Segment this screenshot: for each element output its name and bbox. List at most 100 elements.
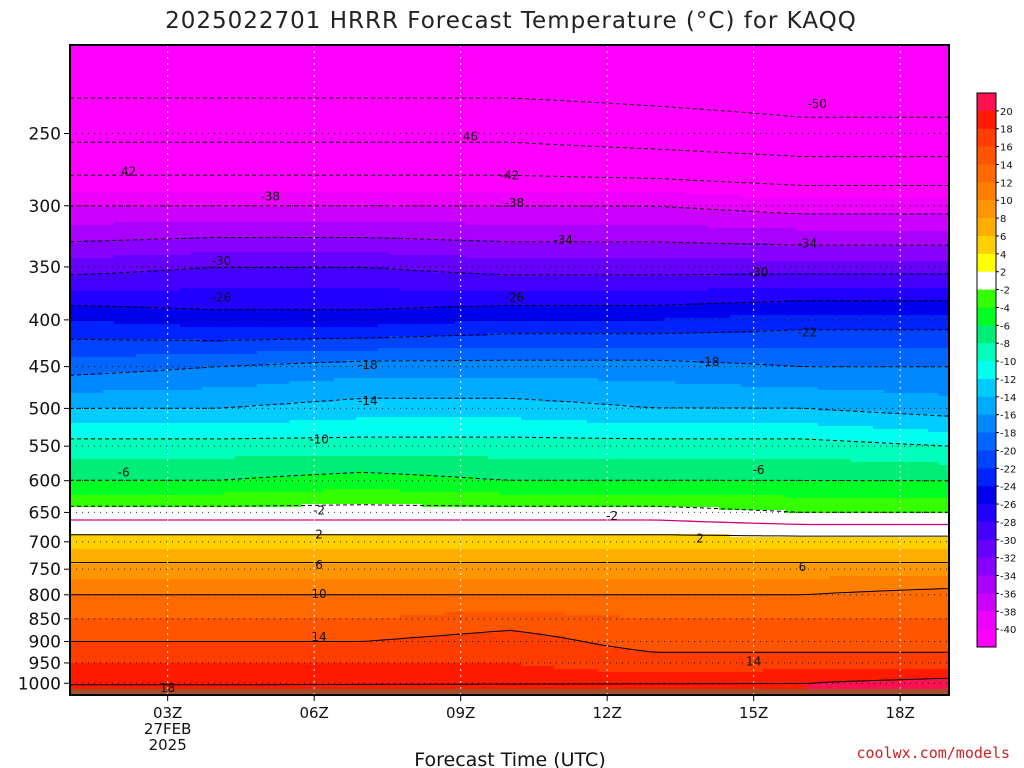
temperature-cell bbox=[664, 60, 676, 64]
temperature-cell bbox=[411, 72, 423, 76]
temperature-cell bbox=[268, 78, 280, 82]
temperature-cell bbox=[125, 81, 137, 85]
temperature-cell bbox=[598, 57, 610, 61]
temperature-cell bbox=[422, 72, 434, 76]
temperature-cell bbox=[653, 72, 665, 76]
temperature-cell bbox=[114, 84, 126, 88]
temperature-cell bbox=[686, 63, 698, 67]
temperature-cell bbox=[301, 57, 313, 61]
temperature-cell bbox=[785, 66, 797, 70]
temperature-cell bbox=[829, 48, 841, 52]
temperature-cell bbox=[521, 87, 533, 91]
temperature-cell bbox=[631, 66, 643, 70]
temperature-cell bbox=[444, 48, 456, 52]
temperature-cell bbox=[642, 45, 654, 49]
temperature-cell bbox=[576, 72, 588, 76]
temperature-cell bbox=[653, 63, 665, 67]
temperature-cell bbox=[334, 78, 346, 82]
temperature-cell bbox=[675, 60, 687, 64]
temperature-cell bbox=[257, 45, 269, 49]
temperature-cell bbox=[191, 66, 203, 70]
temperature-cell bbox=[279, 45, 291, 49]
temperature-cell bbox=[268, 51, 280, 55]
temperature-cell bbox=[554, 75, 566, 79]
temperature-cell bbox=[213, 66, 225, 70]
temperature-cell bbox=[642, 69, 654, 73]
temperature-cell bbox=[686, 45, 698, 49]
temperature-cell bbox=[92, 84, 104, 88]
temperature-cell bbox=[136, 72, 148, 76]
temperature-cell bbox=[125, 75, 137, 79]
temperature-cell bbox=[92, 75, 104, 79]
temperature-cell bbox=[829, 66, 841, 70]
temperature-cell bbox=[576, 87, 588, 91]
temperature-cell bbox=[499, 78, 511, 82]
temperature-cell bbox=[598, 69, 610, 73]
temperature-cell bbox=[873, 78, 885, 82]
temperature-cell bbox=[488, 78, 500, 82]
temperature-cell bbox=[686, 78, 698, 82]
temperature-cell bbox=[323, 69, 335, 73]
temperature-cell bbox=[268, 72, 280, 76]
temperature-cell bbox=[279, 81, 291, 85]
temperature-cell bbox=[202, 84, 214, 88]
temperature-cell bbox=[433, 54, 445, 58]
temperature-cell bbox=[103, 84, 115, 88]
temperature-cell bbox=[158, 81, 170, 85]
temperature-cell bbox=[466, 84, 478, 88]
temperature-cell bbox=[389, 63, 401, 67]
temperature-cell bbox=[323, 63, 335, 67]
temperature-cell bbox=[532, 63, 544, 67]
temperature-cell bbox=[620, 63, 632, 67]
temperature-cell bbox=[862, 45, 874, 49]
temperature-cell bbox=[697, 78, 709, 82]
temperature-cell bbox=[598, 75, 610, 79]
temperature-cell bbox=[642, 81, 654, 85]
temperature-cell bbox=[862, 66, 874, 70]
temperature-cell bbox=[543, 51, 555, 55]
temperature-cell bbox=[356, 81, 368, 85]
temperature-cell bbox=[444, 75, 456, 79]
temperature-cell bbox=[763, 69, 775, 73]
temperature-cell bbox=[840, 57, 852, 61]
temperature-cell bbox=[763, 63, 775, 67]
temperature-cell bbox=[147, 48, 159, 52]
temperature-cell bbox=[829, 51, 841, 55]
temperature-cell bbox=[378, 45, 390, 49]
temperature-cell bbox=[543, 54, 555, 58]
temperature-cell bbox=[752, 84, 764, 88]
temperature-cell bbox=[620, 72, 632, 76]
temperature-cell bbox=[851, 72, 863, 76]
temperature-cell bbox=[312, 57, 324, 61]
temperature-cell bbox=[345, 48, 357, 52]
temperature-cell bbox=[664, 54, 676, 58]
temperature-cell bbox=[686, 60, 698, 64]
temperature-cell bbox=[312, 81, 324, 85]
temperature-cell bbox=[136, 60, 148, 64]
temperature-cell bbox=[906, 78, 918, 82]
temperature-cell bbox=[477, 57, 489, 61]
temperature-cell bbox=[158, 87, 170, 91]
temperature-cell bbox=[191, 48, 203, 52]
temperature-cell bbox=[906, 84, 918, 88]
temperature-cell bbox=[862, 51, 874, 55]
temperature-cell bbox=[224, 75, 236, 79]
temperature-cell bbox=[675, 48, 687, 52]
temperature-cell bbox=[477, 84, 489, 88]
temperature-cell bbox=[279, 75, 291, 79]
temperature-cell bbox=[180, 45, 192, 49]
temperature-cell bbox=[697, 72, 709, 76]
temperature-cell bbox=[510, 48, 522, 52]
temperature-cell bbox=[752, 72, 764, 76]
temperature-cell bbox=[136, 57, 148, 61]
temperature-cell bbox=[213, 57, 225, 61]
temperature-cell bbox=[565, 60, 577, 64]
temperature-cell bbox=[257, 51, 269, 55]
temperature-cell bbox=[125, 63, 137, 67]
temperature-cell bbox=[708, 84, 720, 88]
temperature-cell bbox=[92, 78, 104, 82]
temperature-cell bbox=[422, 45, 434, 49]
temperature-cell bbox=[653, 75, 665, 79]
temperature-cell bbox=[290, 66, 302, 70]
temperature-cell bbox=[477, 72, 489, 76]
